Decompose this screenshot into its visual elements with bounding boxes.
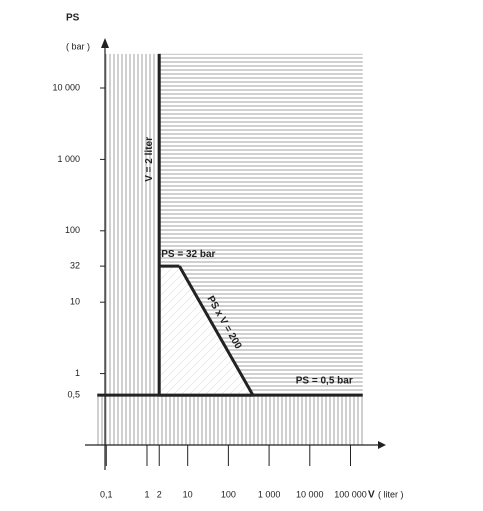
line-label: V = 2 liter [144, 137, 155, 182]
y-tick-label: 10 000 [52, 82, 80, 92]
hatch-diagonal [159, 266, 253, 396]
x-arrow [378, 441, 386, 449]
x-tick-label: 1 [144, 489, 149, 499]
y-tick-label: 0,5 [67, 389, 80, 399]
hatch-vertical [95, 395, 363, 445]
hatch-horizontal [159, 53, 363, 396]
y-tick-label: 10 [70, 297, 80, 307]
y-label: PS [66, 13, 80, 24]
y-tick-label: 32 [70, 261, 80, 271]
x-tick-label: 10 000 [296, 489, 324, 499]
line-label: PS = 0,5 bar [296, 376, 353, 387]
y-arrow [101, 38, 109, 48]
hatch-vertical [105, 53, 160, 396]
series-line [178, 265, 255, 396]
line-label: PS = 32 bar [161, 249, 215, 260]
x-tick-label: 1 000 [258, 489, 281, 499]
x-tick-label: 100 [221, 489, 236, 499]
x-tick-label: 0,1 [100, 489, 113, 499]
x-unit: ( liter ) [378, 489, 404, 499]
y-unit: ( bar ) [66, 41, 90, 51]
y-tick-label: 100 [65, 225, 80, 235]
x-tick-label: 10 [183, 489, 193, 499]
y-tick-label: 1 [75, 368, 80, 378]
x-tick-label: 100 000 [334, 489, 367, 499]
y-tick-label: 1 000 [57, 154, 80, 164]
x-label: V [368, 490, 375, 501]
x-tick-label: 2 [157, 489, 162, 499]
hatch-regions [95, 53, 363, 445]
